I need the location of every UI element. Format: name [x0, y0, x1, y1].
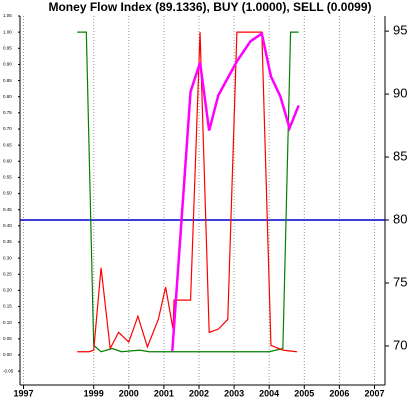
- y-tick-label: 1.00: [3, 29, 12, 34]
- y-tick-label: 0.00: [3, 352, 12, 357]
- y-tick-label: -0.05: [3, 368, 14, 373]
- y-tick-label: 0.80: [3, 94, 12, 99]
- x-tick-label: 2004: [259, 388, 279, 398]
- y2-tick-label: 70: [393, 337, 407, 352]
- x-tick-label: 2005: [294, 388, 314, 398]
- y-tick-label: 0.75: [3, 110, 12, 115]
- y2-tick-label: 75: [393, 274, 407, 289]
- x-tick-label: 2006: [329, 388, 349, 398]
- x-tick-label: 1997: [13, 388, 33, 398]
- y2-tick-label: 90: [393, 86, 407, 101]
- y-tick-label: 0.35: [3, 239, 12, 244]
- y-tick-label: 0.30: [3, 255, 12, 260]
- y-tick-label: 1.05: [3, 13, 12, 18]
- series-line: [171, 31, 300, 352]
- y-tick-label: 0.25: [3, 271, 12, 276]
- chart-title: Money Flow Index (89.1336), BUY (1.0000)…: [48, 0, 371, 14]
- y-tick-label: 0.70: [3, 126, 12, 131]
- y-tick-label: 0.90: [3, 62, 12, 67]
- y-tick-label: 0.20: [3, 288, 12, 293]
- y-tick-label: 0.55: [3, 175, 12, 180]
- y-tick-label: 0.05: [3, 336, 12, 341]
- y-tick-label: 0.85: [3, 78, 12, 83]
- x-tick-label: 2003: [224, 388, 244, 398]
- x-tick-label: 2002: [189, 388, 209, 398]
- x-tick-label: 2000: [119, 388, 139, 398]
- y-tick-label: 0.50: [3, 191, 12, 196]
- x-tick-label: 2001: [154, 388, 174, 398]
- y-tick-label: 0.60: [3, 158, 12, 163]
- series-line: [77, 31, 299, 353]
- y-tick-label: 0.15: [3, 304, 12, 309]
- y-tick-label: 0.65: [3, 142, 12, 147]
- x-tick-label: 1999: [84, 388, 104, 398]
- y-tick-label: 0.10: [3, 320, 12, 325]
- y-tick-label: 0.95: [3, 45, 12, 50]
- y-tick-label: 0.40: [3, 223, 12, 228]
- y2-tick-label: 80: [393, 211, 407, 226]
- y-tick-label: 0.45: [3, 207, 12, 212]
- x-tick-label: 2007: [364, 388, 384, 398]
- y2-tick-label: 85: [393, 148, 407, 163]
- y2-tick-label: 95: [393, 23, 407, 38]
